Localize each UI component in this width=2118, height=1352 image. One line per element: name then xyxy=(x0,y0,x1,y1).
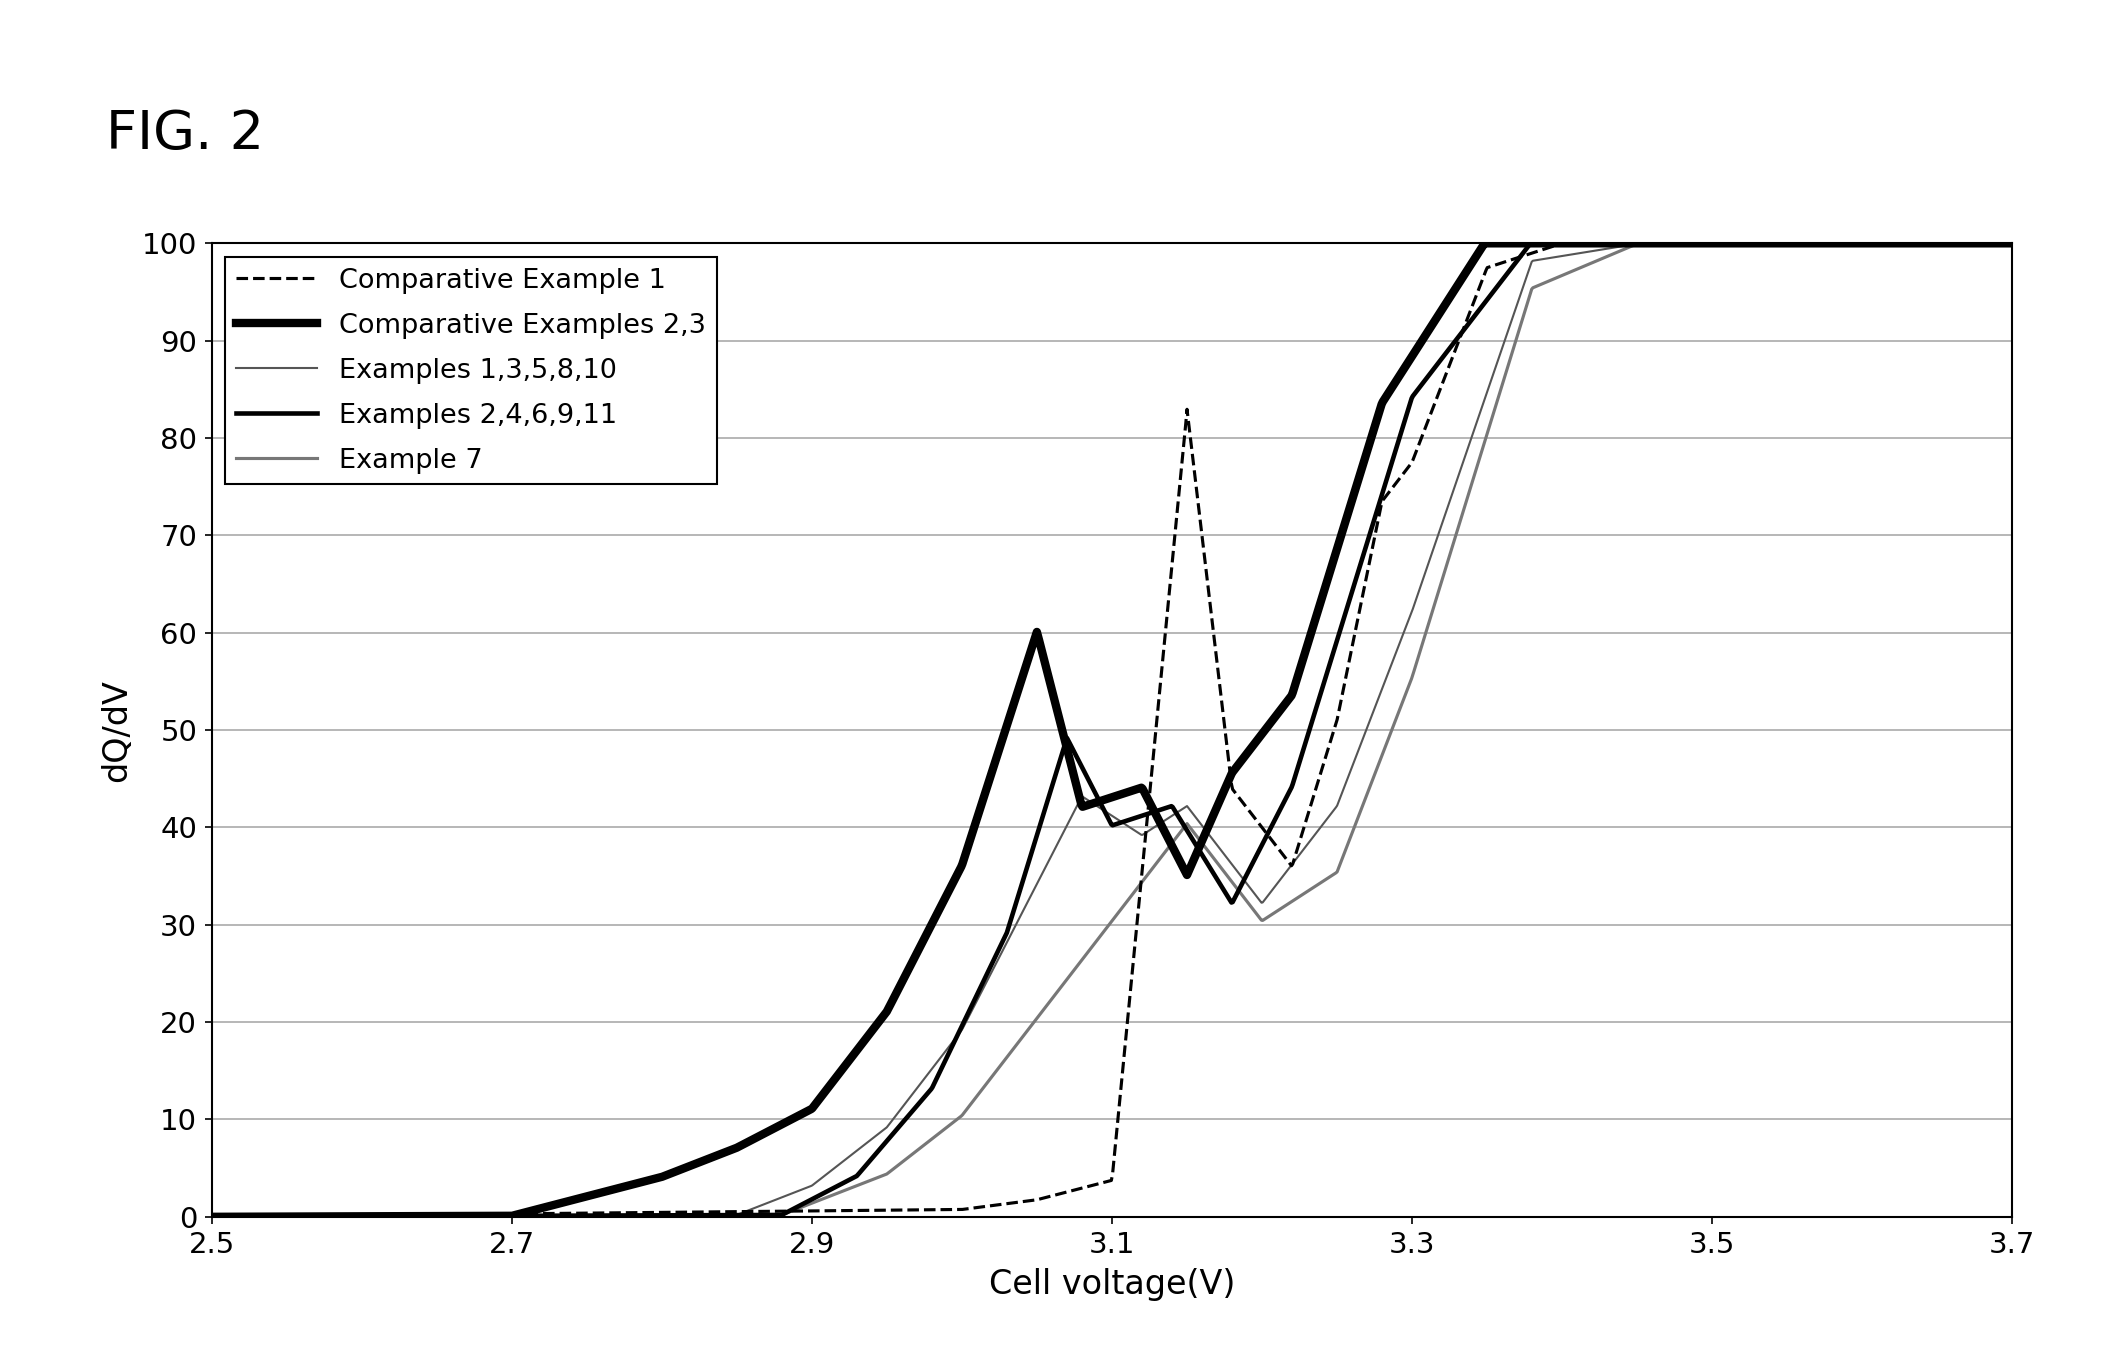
Legend: Comparative Example 1, Comparative Examples 2,3, Examples 1,3,5,8,10, Examples 2: Comparative Example 1, Comparative Examp… xyxy=(225,257,716,484)
Y-axis label: dQ/dV: dQ/dV xyxy=(100,679,133,781)
Text: FIG. 2: FIG. 2 xyxy=(106,108,265,160)
X-axis label: Cell voltage(V): Cell voltage(V) xyxy=(989,1268,1235,1301)
